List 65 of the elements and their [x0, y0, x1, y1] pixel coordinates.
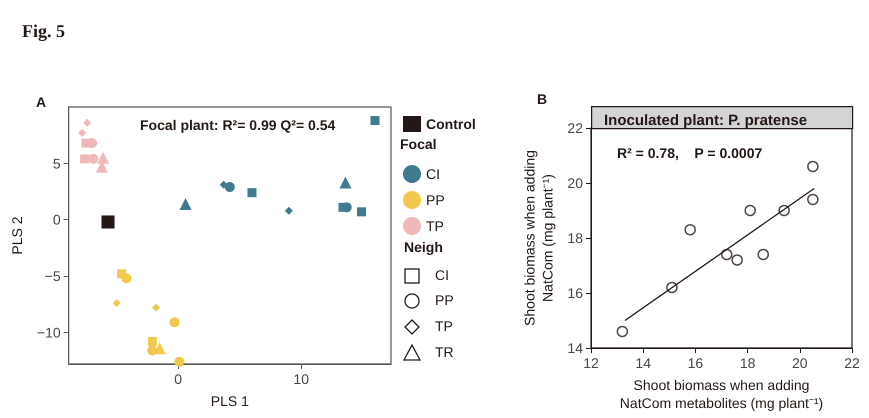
point [101, 215, 115, 228]
x-tick-label: 18 [740, 355, 756, 371]
point [720, 248, 732, 260]
text: A [36, 94, 46, 110]
point [684, 224, 696, 236]
point [169, 317, 180, 328]
legend-label: CI [426, 166, 440, 182]
point [758, 248, 770, 260]
text: CI [435, 267, 449, 283]
point [80, 154, 90, 164]
chart-title: Inoculated plant: P. pratense [604, 112, 808, 129]
text: TP [435, 318, 453, 334]
y-tick-label: −10 [36, 324, 61, 340]
point [83, 118, 92, 127]
x-tick-label: 14 [635, 355, 652, 371]
x-tick-label: 22 [844, 355, 860, 371]
point [152, 304, 160, 312]
y-tick-label: 20 [567, 175, 584, 191]
x-axis-title: PLS 1 [210, 393, 250, 409]
point [81, 138, 90, 148]
point [88, 154, 98, 164]
annotation: R² = 0.78, P = 0.0007 [617, 145, 762, 161]
point [174, 356, 184, 367]
annotation: Focal plant: R²= 0.99 Q²= 0.54 [140, 117, 336, 133]
y-tick-label: 14 [567, 340, 584, 356]
legend-label: TP [426, 218, 444, 234]
point [731, 254, 743, 266]
y-tick-label: 5 [52, 155, 61, 172]
x-tick-label: 10 [293, 371, 310, 387]
x-tick-label: 12 [583, 355, 599, 371]
point [247, 188, 256, 198]
text: PP [435, 292, 454, 308]
text: Focal [400, 136, 437, 152]
point [154, 342, 166, 354]
y-tick-label: 0 [52, 212, 61, 228]
y-tick-label: −5 [44, 268, 61, 284]
legend-label: Control [426, 116, 476, 132]
point [744, 204, 756, 216]
y-tick-label: 18 [567, 230, 584, 246]
point [356, 207, 366, 216]
legend-label: PP [426, 192, 445, 208]
text: Neigh [404, 239, 443, 255]
point [78, 128, 86, 137]
point [112, 299, 121, 308]
point [339, 176, 352, 189]
text: TR [435, 344, 454, 360]
point [117, 269, 126, 278]
x-tick-label: 16 [688, 355, 704, 371]
point [370, 116, 380, 126]
y-tick-label: 22 [567, 120, 584, 136]
point [148, 336, 157, 346]
point [224, 182, 235, 192]
y-axis-title: PLS 2 [9, 216, 25, 255]
caption: Fig. 5 [22, 21, 65, 41]
point [284, 206, 293, 215]
text: B [537, 91, 548, 107]
point [616, 326, 628, 338]
x-tick-label: 20 [792, 355, 808, 371]
point [807, 160, 819, 172]
point [807, 194, 819, 206]
point [180, 198, 192, 210]
x-axis-title: Shoot biomass when adding NatCom metabolites (mg plant⁻¹) [620, 377, 824, 411]
point [97, 152, 110, 164]
y-axis-title: Shoot biomass when adding NatCom (mg plant⁻¹) [522, 150, 556, 326]
y-tick-label: 16 [567, 285, 584, 301]
